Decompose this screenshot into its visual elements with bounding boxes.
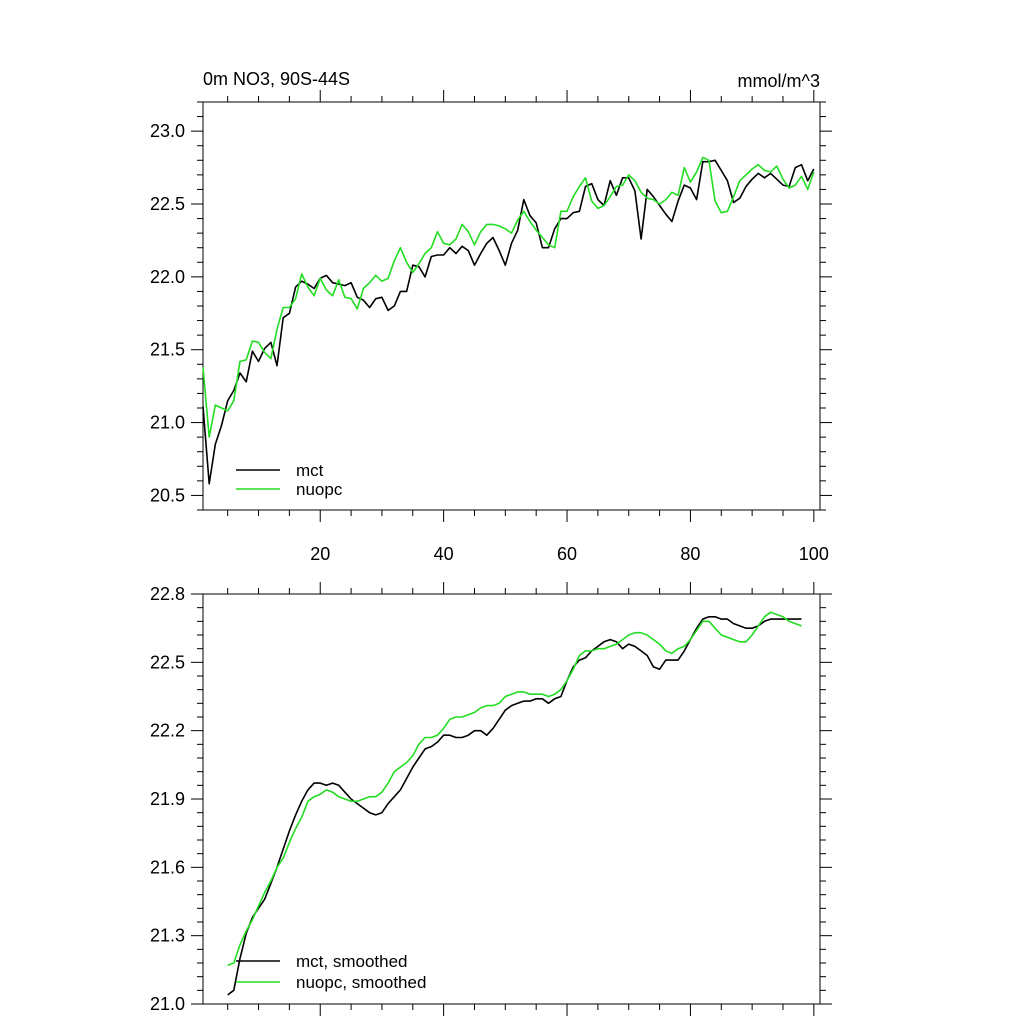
top-x-tick-label: 80 [680, 544, 700, 564]
top-y-tick-label: 20.5 [150, 485, 185, 505]
top-legend-label-0: mct [296, 461, 324, 480]
top-x-tick-label: 20 [310, 544, 330, 564]
bottom-y-tick-label: 21.9 [150, 789, 185, 809]
bottom-legend-label-1: nuopc, smoothed [296, 973, 426, 992]
bottom-plot-frame [202, 593, 821, 1005]
top-y-tick-label: 23.0 [150, 121, 185, 141]
bottom-y-tick-label: 21.3 [150, 926, 185, 946]
top-chart-units: mmol/m^3 [738, 71, 820, 91]
top-plot-layer: 20 40 60 80 100 20.5 21.0 21.5 22.0 22.5 23.0 mctnu… [150, 90, 832, 564]
top-panel: 0m NO3, 90S-44S mmol/m^3 20 40 60 80 100 20.5… [150, 69, 832, 564]
top-chart-title: 0m NO3, 90S-44S [203, 69, 350, 89]
top-legend-label-1: nuopc [296, 480, 343, 499]
top-y-tick-label: 22.0 [150, 267, 185, 287]
top-y-tick-label: 22.5 [150, 194, 185, 214]
bottom-panel: 21.0 21.3 21.6 21.9 22.2 22.5 22.8 mct, smoothe… [150, 582, 832, 1016]
top-series-line-1 [202, 156, 815, 438]
top-y-tick-label: 21.5 [150, 340, 185, 360]
top-y-tick-label: 21.0 [150, 413, 185, 433]
bottom-y-tick-label: 21.6 [150, 857, 185, 877]
bottom-y-tick-label: 22.8 [150, 584, 185, 604]
bottom-y-tick-label: 22.2 [150, 721, 185, 741]
top-series-line-0 [202, 159, 815, 485]
top-x-tick-label: 60 [557, 544, 577, 564]
bottom-series-line-1 [227, 611, 802, 967]
top-x-tick-label: 100 [799, 544, 829, 564]
bottom-legend-label-0: mct, smoothed [296, 952, 408, 971]
top-x-tick-label: 40 [434, 544, 454, 564]
bottom-series-line-0 [227, 615, 802, 996]
bottom-y-tick-label: 21.0 [150, 994, 185, 1014]
top-plot-frame [202, 101, 821, 511]
bottom-plot-layer: 21.0 21.3 21.6 21.9 22.2 22.5 22.8 mct, smoothe… [150, 582, 832, 1016]
bottom-y-tick-label: 22.5 [150, 652, 185, 672]
